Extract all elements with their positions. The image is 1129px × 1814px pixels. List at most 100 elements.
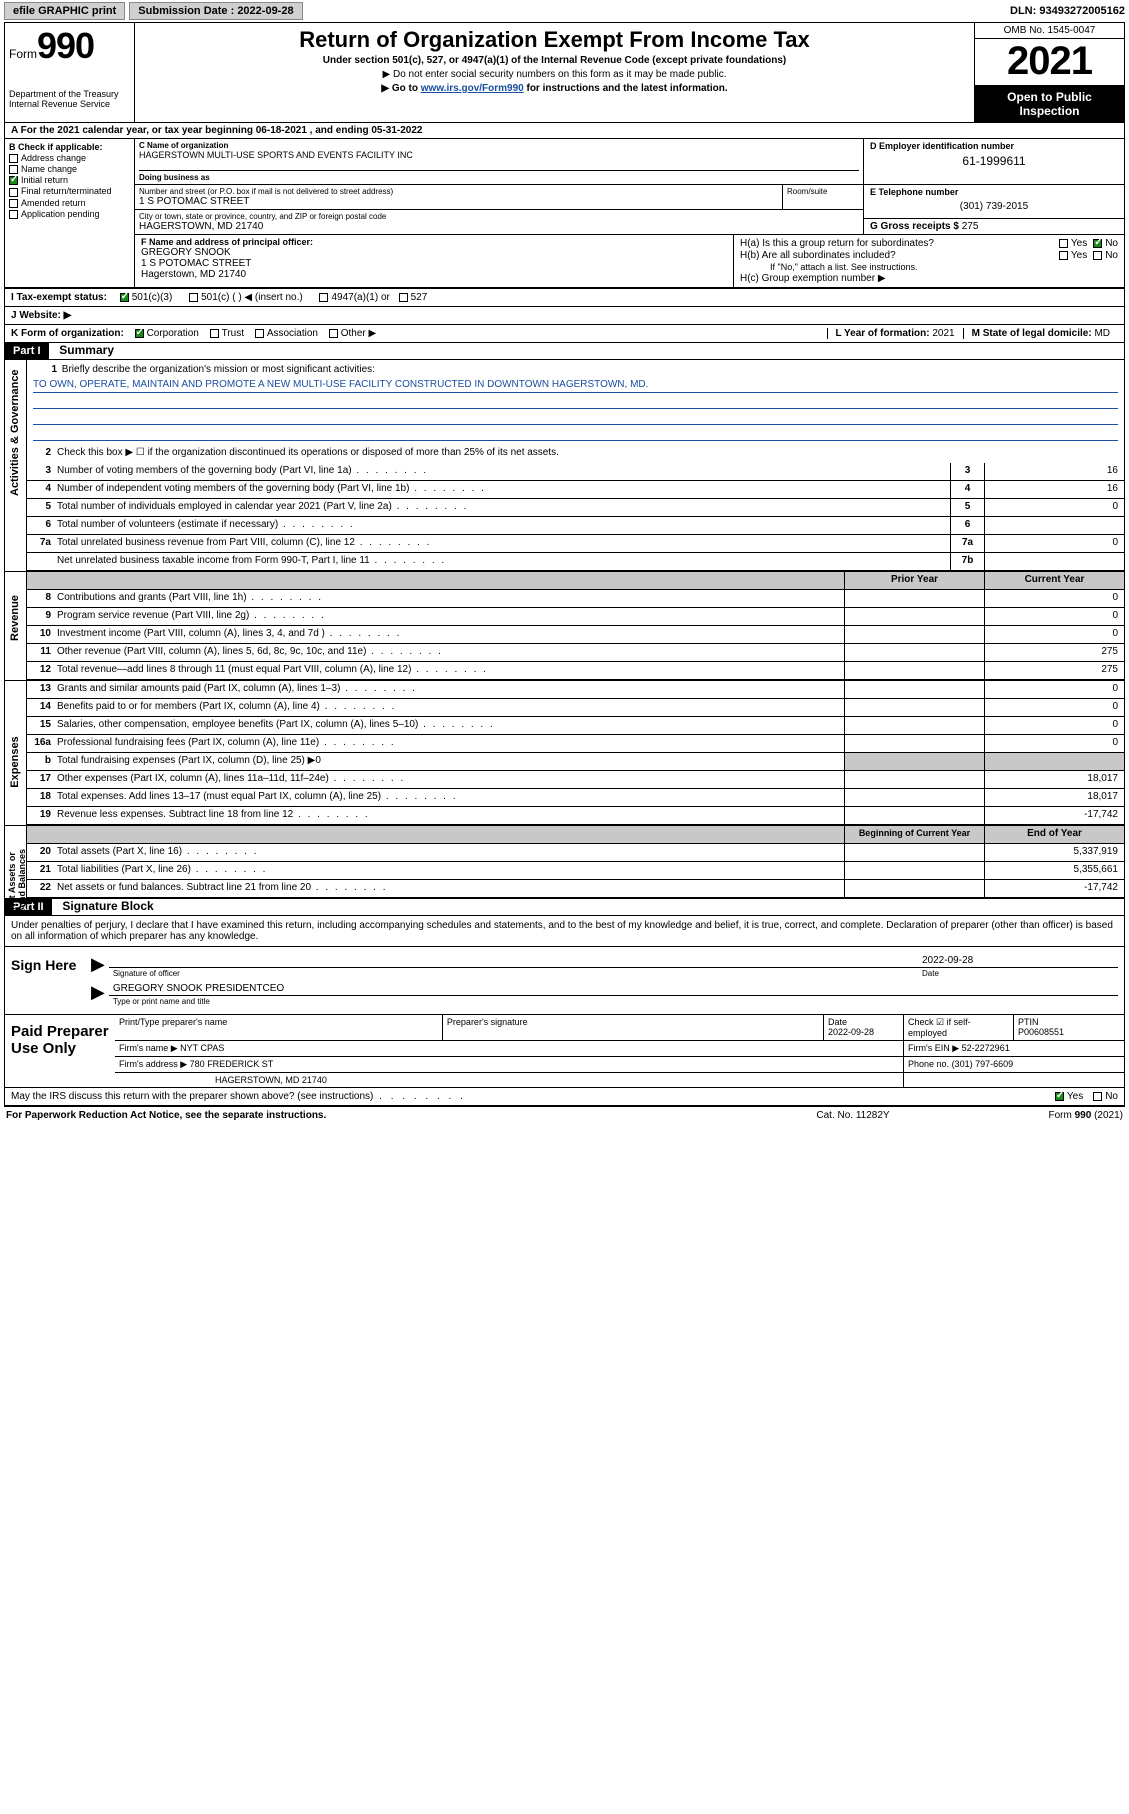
vtab-rev: Revenue	[9, 578, 21, 658]
irs-link[interactable]: www.irs.gov/Form990	[421, 83, 524, 94]
ssn-note: ▶ Do not enter social security numbers o…	[141, 69, 968, 80]
period-row: A For the 2021 calendar year, or tax yea…	[5, 123, 1124, 139]
revenue-line: 11Other revenue (Part VIII, column (A), …	[27, 644, 1124, 662]
summary-line: 3Number of voting members of the governi…	[27, 463, 1124, 481]
cat-no: Cat. No. 11282Y	[763, 1110, 943, 1121]
form-header: Form990 Department of the Treasury Inter…	[5, 23, 1124, 123]
gross-label: G Gross receipts $	[870, 221, 959, 232]
top-bar: efile GRAPHIC print Submission Date : 20…	[0, 0, 1129, 22]
hb-note: If "No," attach a list. See instructions…	[740, 262, 1118, 272]
form-ref: Form 990 (2021)	[943, 1110, 1123, 1121]
dln: DLN: 93493272005162	[1010, 5, 1125, 17]
submission-date: Submission Date : 2022-09-28	[129, 2, 302, 20]
sign-date-label: Date	[918, 968, 1118, 979]
ein-label: D Employer identification number	[870, 141, 1118, 151]
mission-text: TO OWN, OPERATE, MAINTAIN AND PROMOTE A …	[33, 379, 1118, 393]
expense-line: 13Grants and similar amounts paid (Part …	[27, 681, 1124, 699]
ein-value: 61-1999611	[870, 154, 1118, 168]
revenue-section: Revenue Prior Year Current Year 8Contrib…	[5, 572, 1124, 681]
identity-block: B Check if applicable: Address change Na…	[5, 139, 1124, 288]
sig-arrow-icon-2: ▶	[91, 982, 105, 1007]
end-year-hdr: End of Year	[984, 826, 1124, 843]
netassets-line: 20Total assets (Part X, line 16)5,337,91…	[27, 844, 1124, 862]
current-year-hdr: Current Year	[984, 572, 1124, 589]
revenue-line: 9Program service revenue (Part VIII, lin…	[27, 608, 1124, 626]
officer-addr2: Hagerstown, MD 21740	[141, 269, 727, 280]
netassets-line: 21Total liabilities (Part X, line 26)5,3…	[27, 862, 1124, 880]
hc-label: H(c) Group exemption number ▶	[740, 273, 1118, 284]
expense-line: 19Revenue less expenses. Subtract line 1…	[27, 807, 1124, 825]
expense-line: 14Benefits paid to or for members (Part …	[27, 699, 1124, 717]
form-container: Form990 Department of the Treasury Inter…	[4, 22, 1125, 1107]
revenue-line: 8Contributions and grants (Part VIII, li…	[27, 590, 1124, 608]
open-to-public: Open to Public Inspection	[975, 86, 1124, 122]
org-name: HAGERSTOWN MULTI-USE SPORTS AND EVENTS F…	[139, 150, 859, 160]
street-label: Number and street (or P.O. box if mail i…	[139, 187, 778, 196]
summary-line: 7aTotal unrelated business revenue from …	[27, 535, 1124, 553]
omb-number: OMB No. 1545-0047	[975, 23, 1124, 39]
discuss-row: May the IRS discuss this return with the…	[5, 1088, 1124, 1106]
officer-label: F Name and address of principal officer:	[141, 237, 727, 247]
perjury-statement: Under penalties of perjury, I declare th…	[5, 916, 1124, 947]
prior-year-hdr: Prior Year	[844, 572, 984, 589]
sign-date: 2022-09-28	[918, 954, 1118, 968]
row-k: K Form of organization: Corporation Trus…	[5, 325, 1124, 343]
form-number: Form990	[9, 25, 130, 67]
paperwork-notice: For Paperwork Reduction Act Notice, see …	[6, 1110, 763, 1121]
city-label: City or town, state or province, country…	[139, 212, 859, 221]
begin-year-hdr: Beginning of Current Year	[844, 826, 984, 843]
row-i: I Tax-exempt status: 501(c)(3) 501(c) ( …	[5, 288, 1124, 307]
line1-label: Briefly describe the organization's miss…	[62, 364, 375, 375]
dba-label: Doing business as	[139, 173, 859, 182]
row-j: J Website: ▶	[5, 307, 1124, 325]
form-subtitle: Under section 501(c), 527, or 4947(a)(1)…	[141, 55, 968, 66]
revenue-line: 12Total revenue—add lines 8 through 11 (…	[27, 662, 1124, 680]
gross-value: 275	[962, 221, 979, 232]
street-value: 1 S POTOMAC STREET	[139, 196, 778, 207]
net-assets-section: Net Assets orFund Balances Beginning of …	[5, 826, 1124, 899]
ha-question: H(a) Is this a group return for subordin…	[740, 238, 1053, 249]
expense-line: 17Other expenses (Part IX, column (A), l…	[27, 771, 1124, 789]
dept-treasury: Department of the Treasury	[9, 89, 130, 99]
phone-value: (301) 739-2015	[870, 201, 1118, 212]
expense-line: 16aProfessional fundraising fees (Part I…	[27, 735, 1124, 753]
expense-line: 18Total expenses. Add lines 13–17 (must …	[27, 789, 1124, 807]
box-b: B Check if applicable: Address change Na…	[5, 139, 135, 287]
part-i-header: Part I Summary	[5, 343, 1124, 360]
signature-label: Signature of officer	[109, 968, 918, 979]
typed-name-label: Type or print name and title	[109, 996, 1118, 1007]
line2: Check this box ▶ ☐ if the organization d…	[53, 445, 1124, 463]
sign-here-block: Sign Here ▶ Signature of officer 2022-09…	[5, 947, 1124, 1015]
sign-here-label: Sign Here	[5, 947, 85, 1014]
revenue-line: 10Investment income (Part VIII, column (…	[27, 626, 1124, 644]
officer-typed-name: GREGORY SNOOK PRESIDENTCEO	[109, 982, 1118, 996]
footer: For Paperwork Reduction Act Notice, see …	[0, 1107, 1129, 1124]
tax-year: 2021	[975, 39, 1124, 86]
instructions-link-row: ▶ Go to www.irs.gov/Form990 for instruct…	[141, 83, 968, 94]
city-value: HAGERSTOWN, MD 21740	[139, 221, 859, 232]
summary-line: 4Number of independent voting members of…	[27, 481, 1124, 499]
paid-preparer-label: Paid Preparer Use Only	[5, 1015, 115, 1087]
activities-governance: Activities & Governance 1 Briefly descri…	[5, 360, 1124, 572]
phone-label: E Telephone number	[870, 187, 1118, 197]
summary-line: 6Total number of volunteers (estimate if…	[27, 517, 1124, 535]
netassets-line: 22Net assets or fund balances. Subtract …	[27, 880, 1124, 898]
vtab-exp: Expenses	[9, 722, 21, 802]
part-ii-header: Part II Signature Block	[5, 899, 1124, 916]
org-name-label: C Name of organization	[139, 141, 859, 150]
paid-preparer-block: Paid Preparer Use Only Print/Type prepar…	[5, 1015, 1124, 1088]
officer-addr1: 1 S POTOMAC STREET	[141, 258, 727, 269]
officer-name: GREGORY SNOOK	[141, 247, 727, 258]
expense-line: bTotal fundraising expenses (Part IX, co…	[27, 753, 1124, 771]
summary-line: Net unrelated business taxable income fr…	[27, 553, 1124, 571]
form-title: Return of Organization Exempt From Incom…	[141, 27, 968, 53]
summary-line: 5Total number of individuals employed in…	[27, 499, 1124, 517]
vtab-na: Net Assets orFund Balances	[7, 831, 27, 931]
efile-button[interactable]: efile GRAPHIC print	[4, 2, 125, 20]
expense-line: 15Salaries, other compensation, employee…	[27, 717, 1124, 735]
hb-question: H(b) Are all subordinates included?	[740, 250, 1053, 261]
expenses-section: Expenses 13Grants and similar amounts pa…	[5, 681, 1124, 826]
sig-arrow-icon: ▶	[91, 954, 105, 979]
vtab-ag: Activities & Governance	[9, 416, 21, 496]
room-label: Room/suite	[787, 187, 859, 196]
